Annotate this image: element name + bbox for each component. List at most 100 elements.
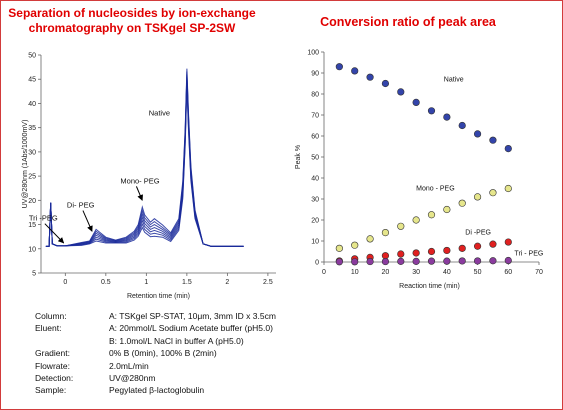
data-point-2 xyxy=(412,216,420,224)
data-point-3 xyxy=(458,244,466,252)
data-point-2 xyxy=(443,205,451,214)
data-point-4 xyxy=(366,257,374,266)
data-point-3 xyxy=(427,247,436,256)
x-tick-label: 1.5 xyxy=(182,279,192,286)
data-point-4 xyxy=(351,258,359,266)
chromatogram-title: Separation of nucleosides by ion-exchang… xyxy=(7,6,257,36)
data-point-2 xyxy=(473,193,482,201)
y-tick-label: 10 xyxy=(311,239,319,246)
condition-label: Sample: xyxy=(35,385,67,396)
condition-value: 2.0mL/min xyxy=(109,360,149,371)
y-tick-label: 100 xyxy=(307,50,319,57)
y-tick-label: 30 xyxy=(311,197,319,204)
y-tick-label: 60 xyxy=(311,134,319,141)
data-point-2 xyxy=(397,222,405,230)
peak-label: Di- PEG xyxy=(67,201,95,210)
y-axis-label: UV@280nm (1Abs/1000mV) xyxy=(22,120,29,209)
data-point-3 xyxy=(397,250,405,258)
y-tick-label: 0 xyxy=(315,260,319,267)
x-tick-label: 2.5 xyxy=(263,279,273,286)
chromatogram-trace-3 xyxy=(45,74,244,247)
data-point-4 xyxy=(397,257,405,265)
y-tick-label: 45 xyxy=(28,77,36,84)
data-point-1 xyxy=(412,98,420,106)
y-tick-label: 20 xyxy=(311,218,319,225)
data-point-2 xyxy=(427,211,436,219)
condition-value: B: 1.0mol/L NaCl in buffer A (pH5.0) xyxy=(109,335,244,346)
y-tick-label: 40 xyxy=(311,176,319,183)
data-point-1 xyxy=(381,79,390,88)
y-tick-label: 80 xyxy=(311,92,319,99)
x-tick-label: 50 xyxy=(474,269,482,276)
conversion-ratio-chart: 0 10 20 30 40 50 60 70 80 90 100 0 10 20 30 40 50 60 70 Rea… xyxy=(295,50,543,291)
data-point-2 xyxy=(381,229,390,237)
x-tick-label: 2 xyxy=(225,279,229,286)
series-label: Native xyxy=(444,76,464,83)
y-tick-label: 25 xyxy=(28,174,36,181)
data-point-4 xyxy=(473,257,482,265)
chromatogram-trace-6 xyxy=(45,83,244,247)
peak-label: Mono- PEG xyxy=(120,176,159,185)
y-tick-label: 70 xyxy=(311,113,319,120)
condition-label: Flowrate: xyxy=(35,360,70,371)
x-tick-label: 10 xyxy=(351,269,359,276)
x-tick-label: 1 xyxy=(144,279,148,286)
data-point-4 xyxy=(427,257,436,265)
data-point-2 xyxy=(458,199,466,207)
data-point-2 xyxy=(504,184,512,193)
y-tick-label: 50 xyxy=(311,155,319,162)
data-point-4 xyxy=(504,256,512,265)
x-tick-label: 0 xyxy=(63,279,67,286)
y-tick-label: 5 xyxy=(32,271,36,278)
data-point-1 xyxy=(366,73,374,81)
data-point-4 xyxy=(458,257,466,265)
data-point-1 xyxy=(335,63,343,71)
data-point-1 xyxy=(351,67,359,75)
data-point-1 xyxy=(504,144,512,153)
data-point-1 xyxy=(443,113,451,121)
condition-value: A: 20mmol/L Sodium Acetate buffer (pH5.0… xyxy=(109,323,273,334)
data-point-4 xyxy=(412,257,420,265)
y-tick-label: 30 xyxy=(28,149,36,156)
data-point-1 xyxy=(473,130,482,138)
series-label: Mono - PEG xyxy=(416,186,455,193)
x-axis-label: Reaction time (min) xyxy=(399,283,460,290)
y-tick-label: 50 xyxy=(28,53,36,60)
data-point-3 xyxy=(504,238,512,246)
data-point-3 xyxy=(443,246,451,255)
condition-label: Gradient: xyxy=(35,348,70,359)
x-tick-label: 70 xyxy=(535,269,543,276)
condition-label: Eluent: xyxy=(35,323,62,334)
peak-label: Tri -PEG xyxy=(29,214,58,223)
condition-value: 0% B (0min), 100% B (2min) xyxy=(109,348,217,359)
data-point-2 xyxy=(366,235,374,243)
x-tick-label: 20 xyxy=(382,269,390,276)
condition-value: UV@280nm xyxy=(109,372,156,383)
data-point-1 xyxy=(427,107,436,115)
data-point-4 xyxy=(489,257,497,265)
data-point-3 xyxy=(412,249,420,257)
peak-arrow xyxy=(82,210,93,232)
condition-value: A: TSKgel SP-STAT, 10μm, 3mm ID x 3.5cm xyxy=(109,311,276,321)
condition-label: Column: xyxy=(35,311,67,321)
conversion-chart-title: Conversion ratio of peak area xyxy=(320,15,496,29)
data-point-2 xyxy=(351,241,359,249)
y-tick-label: 15 xyxy=(28,222,36,229)
chromatogram-trace-7 xyxy=(45,85,244,247)
condition-label: Detection: xyxy=(35,372,74,383)
x-axis-label: Retention time (min) xyxy=(127,293,190,300)
x-tick-label: 0.5 xyxy=(101,279,111,286)
y-tick-label: 35 xyxy=(28,125,36,132)
x-tick-label: 40 xyxy=(443,269,451,276)
data-point-3 xyxy=(473,242,482,250)
peak-label: Native xyxy=(149,109,170,118)
y-tick-label: 40 xyxy=(28,101,36,108)
x-tick-label: 0 xyxy=(322,269,326,276)
data-point-1 xyxy=(489,136,497,144)
data-point-4 xyxy=(335,258,343,266)
condition-value: Pegylated β-lactoglobulin xyxy=(109,385,205,396)
data-point-4 xyxy=(443,257,451,265)
y-tick-label: 20 xyxy=(28,198,36,205)
x-tick-label: 30 xyxy=(412,269,420,276)
